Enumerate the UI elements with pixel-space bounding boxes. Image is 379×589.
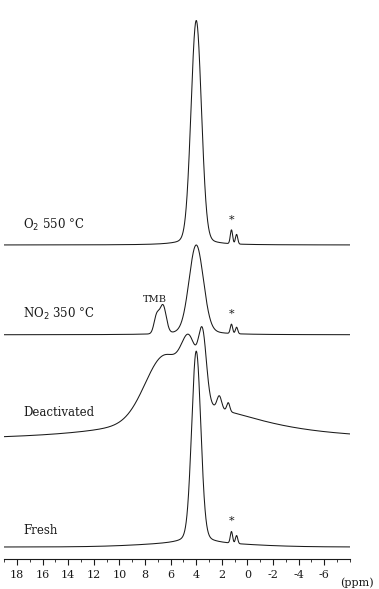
Text: *: * [229,516,234,526]
Text: Deactivated: Deactivated [23,406,94,419]
Text: (ppm): (ppm) [340,578,373,588]
Text: *: * [229,309,234,319]
Text: NO$_2$ 350 °C: NO$_2$ 350 °C [23,306,95,322]
Text: O$_2$ 550 °C: O$_2$ 550 °C [23,217,85,233]
Text: *: * [229,214,234,224]
Text: Fresh: Fresh [23,524,58,537]
Text: TMB: TMB [143,294,167,304]
